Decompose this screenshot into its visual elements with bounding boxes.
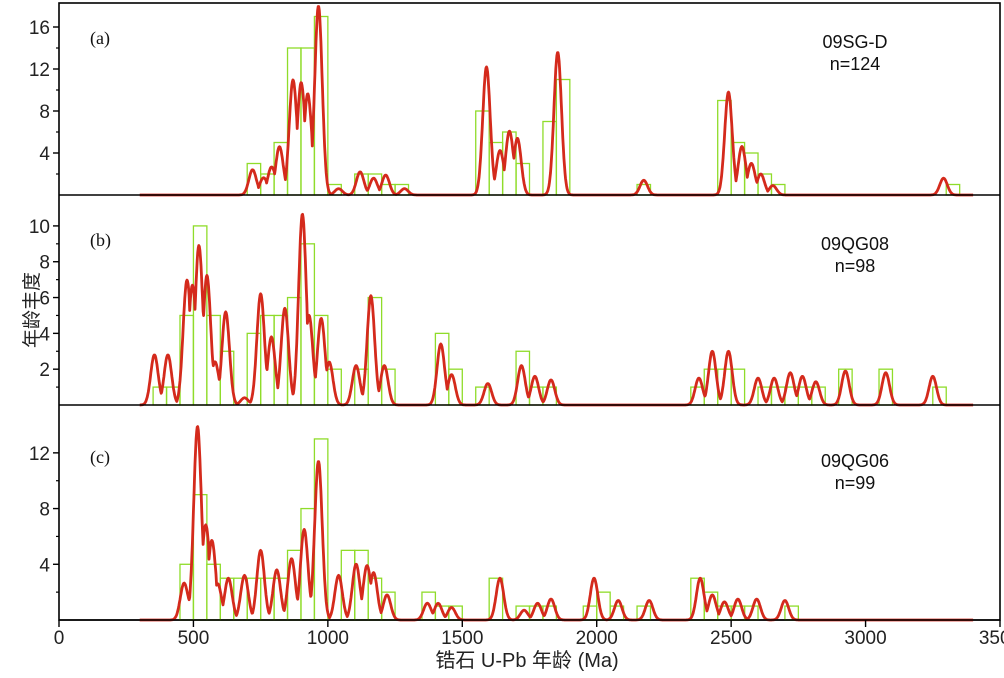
y-tick-label-1-3: 12 — [29, 60, 50, 81]
y-tick-label-2-3: 6 — [39, 289, 50, 310]
sample-count-1: n=124 — [830, 54, 881, 74]
y-tick-label-3-1: 4 — [39, 555, 50, 576]
panel-label-1: (a) — [90, 28, 110, 49]
panel-1: 4 8 12 16 (a) 09SG-Dn=124 — [29, 5, 1000, 197]
y-axis-title: 年龄丰度 — [21, 272, 43, 348]
panel-label-3: (c) — [90, 447, 110, 468]
sample-name-3: 09QG06 — [821, 451, 889, 471]
y-tick-label-3-2: 8 — [39, 500, 50, 521]
y-tick-label-2-1: 2 — [39, 360, 50, 381]
x-tick-label-8: 3500 — [979, 628, 1004, 649]
x-axis-title: 锆石 U-Pb 年龄 (Ma) — [435, 649, 618, 672]
y-tick-label-3-3: 12 — [29, 444, 50, 465]
sample-name-1: 09SG-D — [822, 32, 887, 52]
sample-count-3: n=99 — [835, 473, 876, 493]
x-tick-label-6: 2500 — [710, 628, 752, 649]
y-tick-label-2-4: 8 — [39, 253, 50, 274]
x-tick-label-7: 3000 — [844, 628, 886, 649]
sample-count-2: n=98 — [835, 256, 876, 276]
y-tick-label-1-1: 4 — [39, 144, 50, 165]
y-tick-label-2-2: 4 — [39, 324, 50, 345]
x-tick-label-2: 500 — [178, 628, 210, 649]
sample-name-2: 09QG08 — [821, 234, 889, 254]
y-tick-label-2-5: 10 — [29, 217, 50, 238]
panel-label-2: (b) — [90, 230, 111, 251]
x-tick-label-1: 0 — [54, 628, 65, 649]
y-tick-label-1-2: 8 — [39, 102, 50, 123]
x-tick-label-3: 1000 — [307, 628, 349, 649]
y-tick-label-1-4: 16 — [29, 18, 50, 39]
x-tick-label-4: 1500 — [441, 628, 483, 649]
x-tick-label-5: 2000 — [576, 628, 618, 649]
